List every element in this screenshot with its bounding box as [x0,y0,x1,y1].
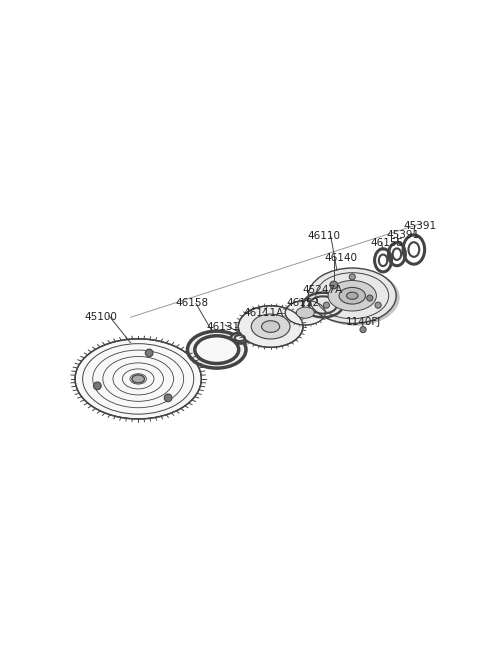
Circle shape [164,394,172,402]
Circle shape [324,302,329,309]
Ellipse shape [238,306,303,347]
Text: 45391: 45391 [386,229,419,240]
Text: 46152: 46152 [287,298,320,308]
Ellipse shape [195,336,239,364]
Ellipse shape [235,335,245,341]
Ellipse shape [309,269,397,324]
Ellipse shape [296,307,314,318]
Text: 45100: 45100 [84,312,117,322]
Ellipse shape [308,268,396,324]
Ellipse shape [251,314,290,339]
Text: 46155: 46155 [371,238,404,248]
Text: 45247A: 45247A [302,285,342,295]
Circle shape [349,274,355,280]
Circle shape [375,302,381,309]
Circle shape [94,382,101,390]
Ellipse shape [75,339,201,419]
Text: 46131: 46131 [206,322,239,332]
Circle shape [145,349,153,357]
Text: 45391: 45391 [404,221,437,231]
Ellipse shape [310,269,398,324]
Text: 46140: 46140 [324,253,358,263]
Ellipse shape [285,301,325,325]
Circle shape [330,281,337,289]
Ellipse shape [230,333,249,343]
Text: 46158: 46158 [175,298,208,308]
Circle shape [367,295,373,301]
Circle shape [360,327,366,333]
Ellipse shape [347,292,358,299]
Text: 1140FJ: 1140FJ [346,317,381,328]
Ellipse shape [339,288,365,304]
Ellipse shape [262,321,280,332]
Ellipse shape [311,269,398,325]
Ellipse shape [188,331,246,368]
Ellipse shape [312,270,399,326]
Text: 46111A: 46111A [244,308,284,318]
Text: 46110: 46110 [308,231,341,241]
Ellipse shape [132,375,144,383]
Ellipse shape [328,280,376,311]
